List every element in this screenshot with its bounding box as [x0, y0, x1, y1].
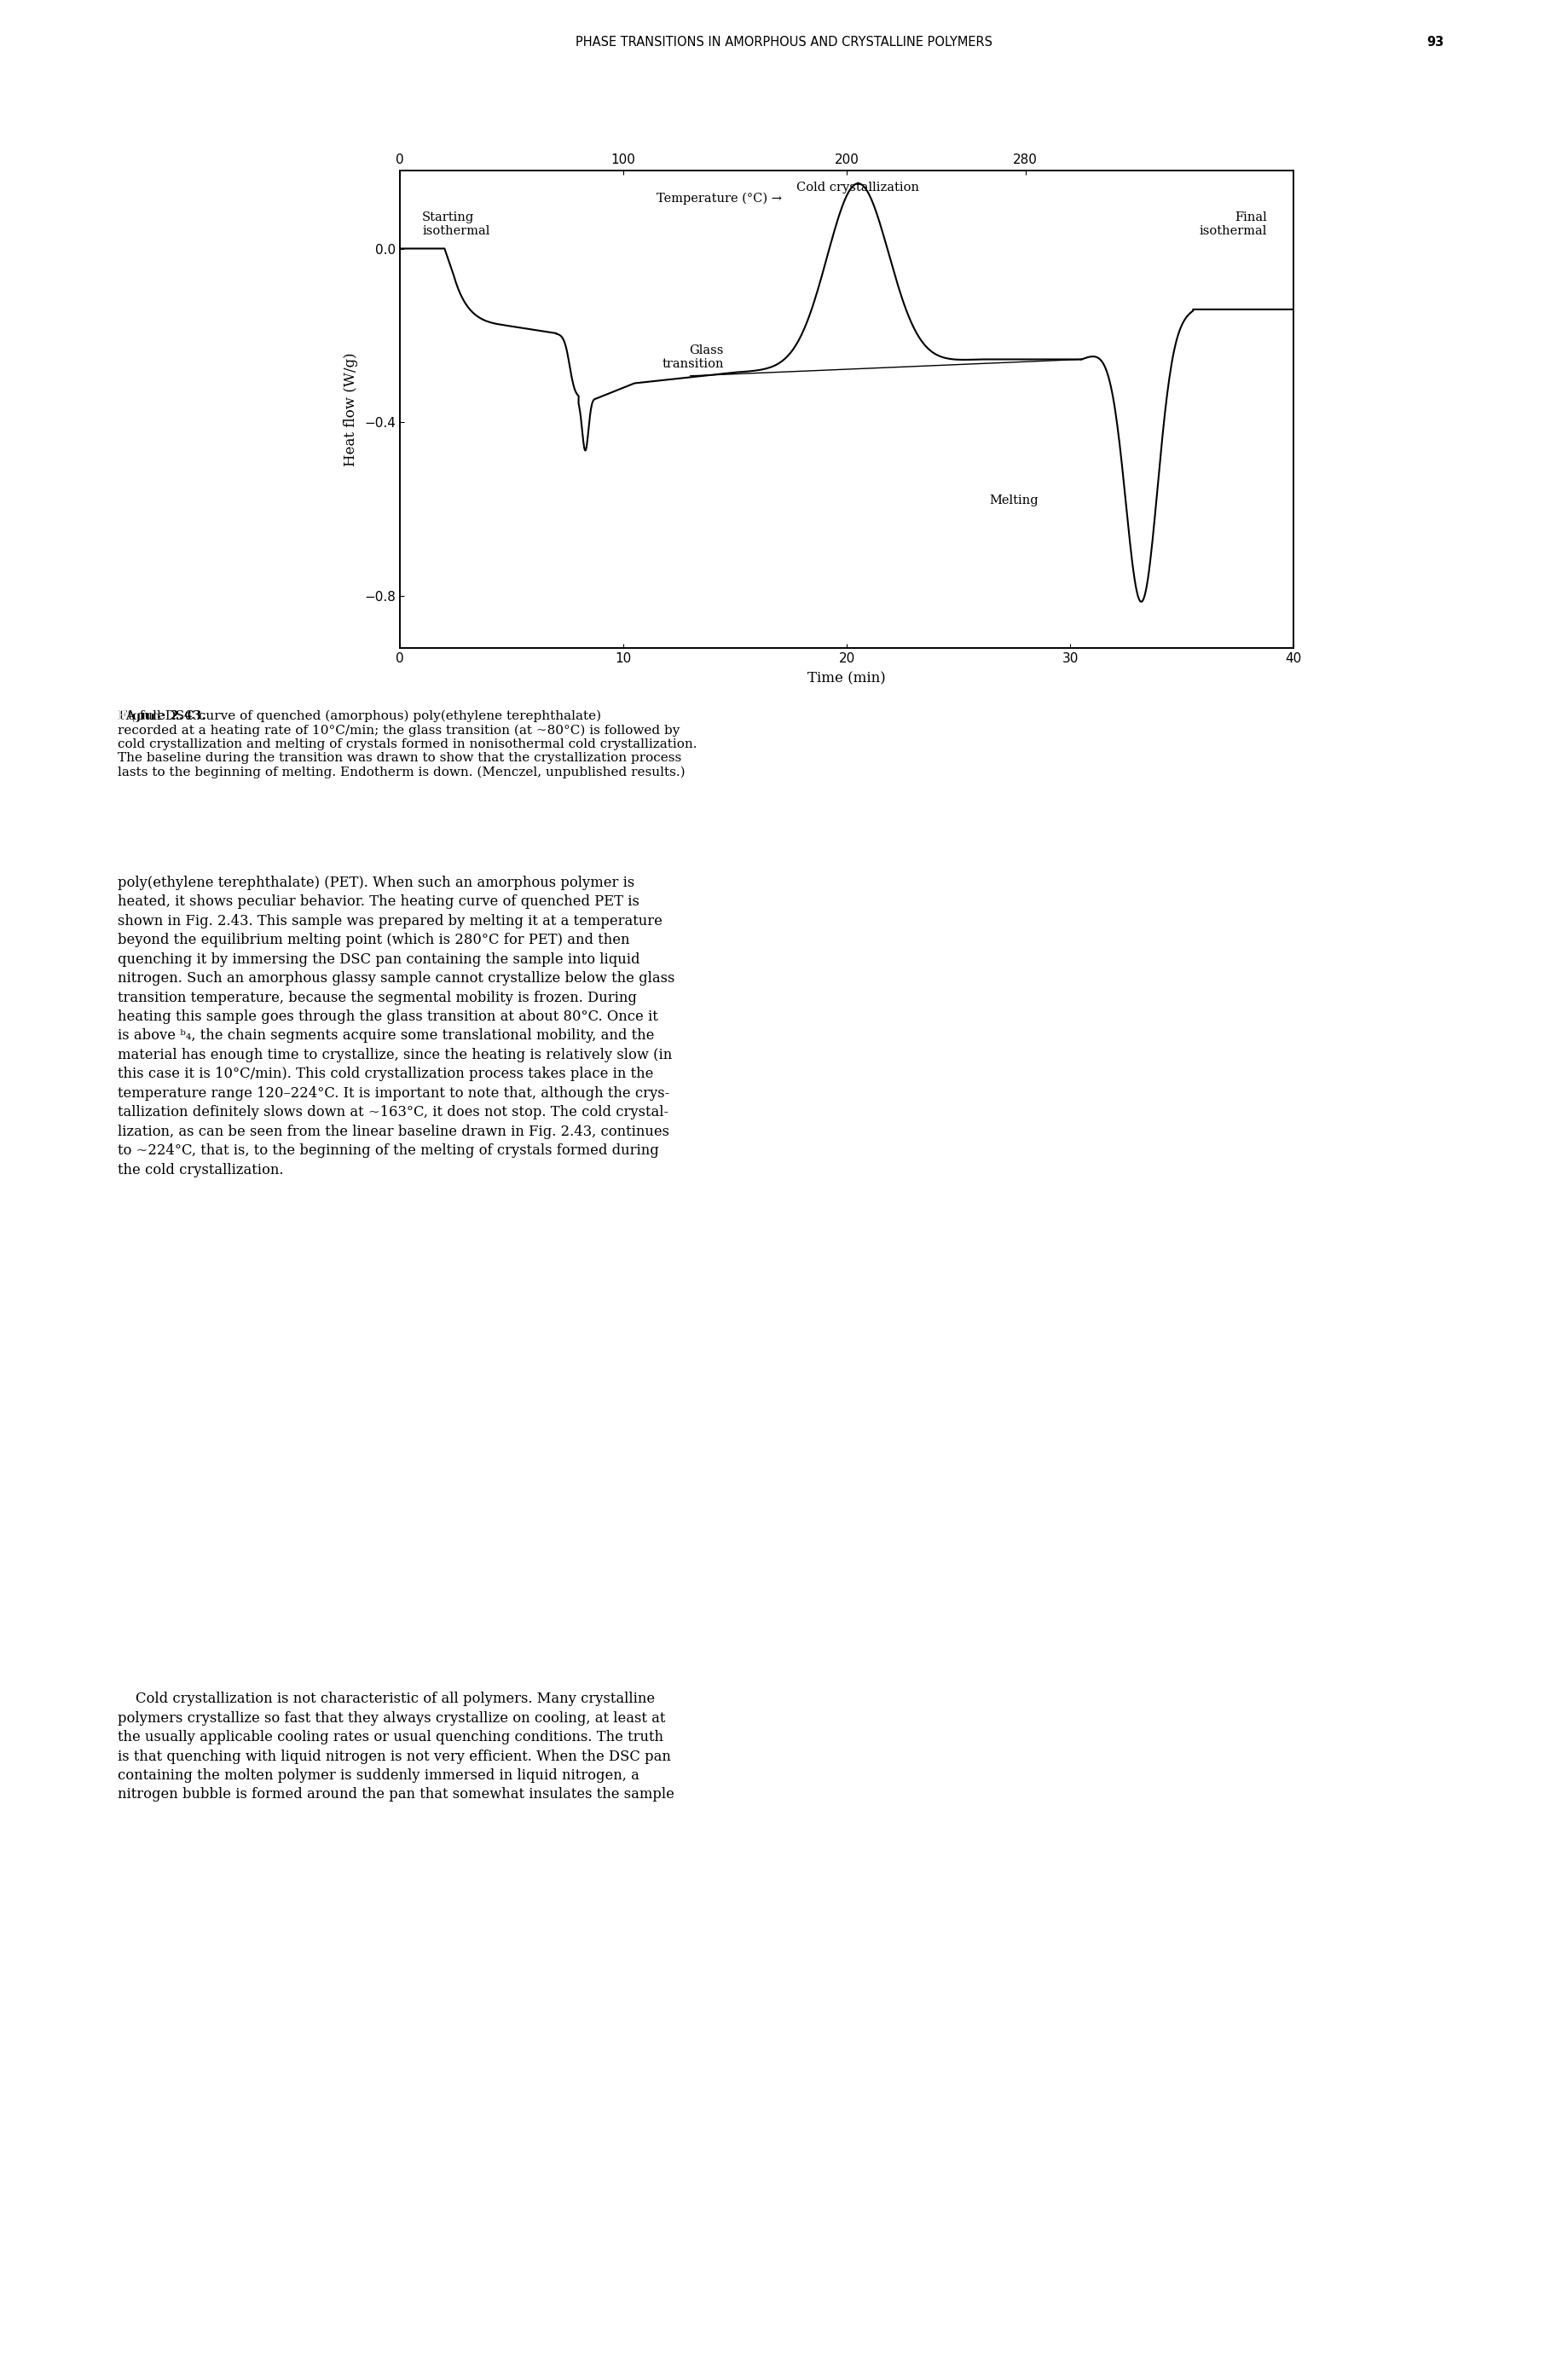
X-axis label: Time (min): Time (min): [808, 672, 886, 686]
Text: Cold crystallization is not characteristic of all polymers. Many crystalline
pol: Cold crystallization is not characterist…: [118, 1692, 674, 1803]
Text: 93: 93: [1427, 35, 1444, 50]
Text: Cold crystallization: Cold crystallization: [797, 182, 919, 194]
Text: Glass
transition: Glass transition: [662, 345, 724, 369]
Text: Temperature (°C) →: Temperature (°C) →: [657, 192, 782, 206]
Text: PHASE TRANSITIONS IN AMORPHOUS AND CRYSTALLINE POLYMERS: PHASE TRANSITIONS IN AMORPHOUS AND CRYST…: [575, 35, 993, 50]
Text: Melting: Melting: [989, 494, 1040, 506]
Text: Figure 2.43.: Figure 2.43.: [118, 710, 205, 722]
Text: Final
isothermal: Final isothermal: [1200, 211, 1267, 237]
Text: Figure 2.43.  A full DSC curve of quenched (amorphous) poly(ethylene terephthala: Figure 2.43. A full DSC curve of quenche…: [118, 710, 696, 778]
Text: Starting
isothermal: Starting isothermal: [422, 211, 489, 237]
Text: A full DSC curve of quenched (amorphous) poly(ethylene terephthalate)
recorded a: A full DSC curve of quenched (amorphous)…: [118, 710, 696, 778]
Y-axis label: Heat flow (W/g): Heat flow (W/g): [343, 353, 359, 466]
Text: poly(ethylene terephthalate) (PET). When such an amorphous polymer is
heated, it: poly(ethylene terephthalate) (PET). When…: [118, 875, 674, 1178]
